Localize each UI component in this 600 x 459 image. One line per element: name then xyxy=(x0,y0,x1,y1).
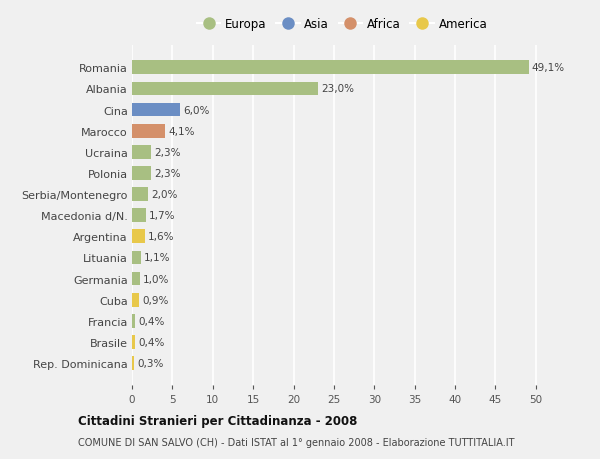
Bar xyxy=(132,314,135,328)
Bar xyxy=(132,62,529,75)
Bar xyxy=(132,167,151,180)
Text: 2,3%: 2,3% xyxy=(154,168,181,179)
Text: 0,3%: 0,3% xyxy=(137,358,164,368)
Text: Cittadini Stranieri per Cittadinanza - 2008: Cittadini Stranieri per Cittadinanza - 2… xyxy=(78,414,358,428)
Bar xyxy=(132,146,151,159)
Text: 1,7%: 1,7% xyxy=(149,211,175,221)
Text: 2,0%: 2,0% xyxy=(151,190,178,200)
Bar xyxy=(132,124,165,138)
Text: 0,4%: 0,4% xyxy=(139,316,165,326)
Text: 6,0%: 6,0% xyxy=(184,106,210,115)
Text: COMUNE DI SAN SALVO (CH) - Dati ISTAT al 1° gennaio 2008 - Elaborazione TUTTITAL: COMUNE DI SAN SALVO (CH) - Dati ISTAT al… xyxy=(78,437,515,447)
Text: 0,9%: 0,9% xyxy=(143,295,169,305)
Legend: Europa, Asia, Africa, America: Europa, Asia, Africa, America xyxy=(197,18,487,31)
Bar xyxy=(132,230,145,244)
Text: 4,1%: 4,1% xyxy=(169,126,195,136)
Bar xyxy=(132,336,135,349)
Bar xyxy=(132,272,140,286)
Text: 49,1%: 49,1% xyxy=(532,63,565,73)
Text: 1,0%: 1,0% xyxy=(143,274,170,284)
Bar xyxy=(132,188,148,202)
Text: 0,4%: 0,4% xyxy=(139,337,165,347)
Bar xyxy=(132,103,181,117)
Text: 1,1%: 1,1% xyxy=(144,253,170,263)
Bar xyxy=(132,251,141,265)
Text: 23,0%: 23,0% xyxy=(321,84,354,94)
Bar xyxy=(132,83,318,96)
Bar xyxy=(132,293,139,307)
Bar xyxy=(132,357,134,370)
Bar xyxy=(132,209,146,223)
Text: 2,3%: 2,3% xyxy=(154,147,181,157)
Text: 1,6%: 1,6% xyxy=(148,232,175,242)
